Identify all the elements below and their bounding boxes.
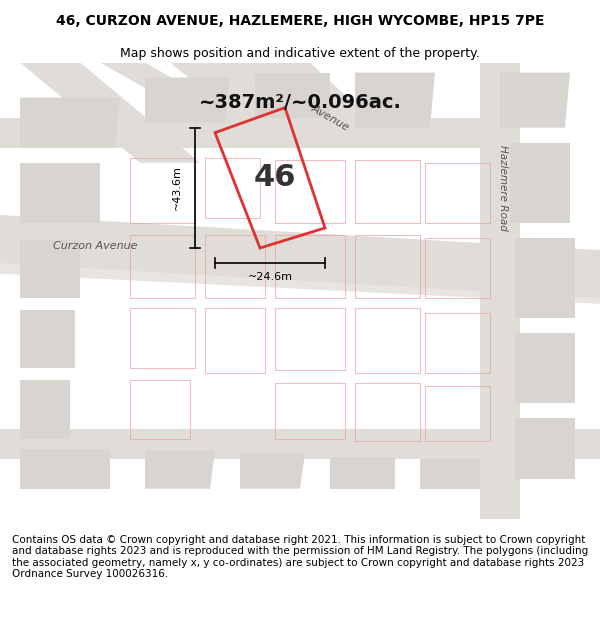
Text: Hazlemere Road: Hazlemere Road [498,145,508,231]
Polygon shape [500,72,570,127]
Polygon shape [330,457,395,489]
Polygon shape [100,62,260,127]
Polygon shape [170,62,380,127]
Text: ~43.6m: ~43.6m [172,166,182,210]
Polygon shape [145,451,215,489]
Text: Contains OS data © Crown copyright and database right 2021. This information is : Contains OS data © Crown copyright and d… [12,534,588,579]
Polygon shape [0,429,600,459]
Polygon shape [240,454,305,489]
Text: 46, CURZON AVENUE, HAZLEMERE, HIGH WYCOMBE, HP15 7PE: 46, CURZON AVENUE, HAZLEMERE, HIGH WYCOM… [56,14,544,28]
Polygon shape [20,381,70,439]
Polygon shape [515,238,575,318]
Text: Map shows position and indicative extent of the property.: Map shows position and indicative extent… [120,48,480,61]
Polygon shape [20,240,80,298]
Polygon shape [145,78,230,122]
Text: Avenue: Avenue [310,103,350,132]
Polygon shape [20,310,75,368]
Polygon shape [20,98,120,148]
Polygon shape [420,459,480,489]
Polygon shape [0,215,600,298]
Polygon shape [355,72,435,127]
Polygon shape [255,72,330,118]
Polygon shape [515,333,575,403]
Text: ~387m²/~0.096ac.: ~387m²/~0.096ac. [199,93,401,112]
Text: Curzon Avenue: Curzon Avenue [53,241,137,251]
Polygon shape [510,142,570,223]
Polygon shape [480,62,520,519]
Polygon shape [515,419,575,479]
Polygon shape [20,162,100,223]
Polygon shape [0,118,490,148]
Polygon shape [20,449,110,489]
Polygon shape [20,62,200,162]
Text: ~24.6m: ~24.6m [248,272,293,282]
Text: 46: 46 [254,163,296,192]
